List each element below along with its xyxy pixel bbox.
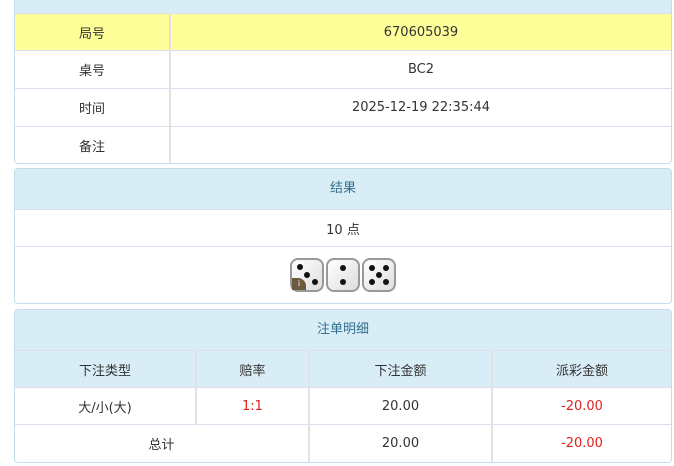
table-header: 下注类型 赔率 下注金额 派彩金额 [15,350,671,388]
bet-detail-panel: 注单明细 下注类型 赔率 下注金额 派彩金额 大/小(大) 1:1 20.00 … [14,309,672,463]
dice-row: i [15,246,671,303]
label: 局号 [15,13,170,51]
row-remark: 备注 [15,126,671,163]
dice-2-icon [326,257,360,292]
info-badge-icon[interactable]: i [292,277,306,290]
value [169,126,671,163]
label: 时间 [15,88,170,127]
pip [369,264,376,271]
pip [340,264,346,271]
row-time: 时间 2025-12-19 22:35:44 [15,88,671,127]
total-label: 总计 [15,424,309,462]
pip [382,278,389,285]
pip [382,264,389,271]
pip [304,271,310,278]
total-amount: 20.00 [308,424,492,462]
pip [376,271,382,278]
pip [340,278,346,285]
odds: 1:1 [195,387,309,425]
result-title: 结果 [15,169,671,209]
round-info-panel: 局号 670605039 桌号 BC2 时间 2025-12-19 22:35:44 … [14,0,672,164]
total-row: 总计 20.00 -20.00 [15,424,671,462]
col-odds: 赔率 [195,350,309,388]
row-round-id: 局号 670605039 [15,13,671,51]
value: 670605039 [169,13,671,51]
bet-type: 大/小(大) [15,387,196,425]
dice-3-icon: i [290,257,324,292]
result-points: 10 点 [15,209,671,247]
col-bet-type: 下注类型 [15,350,196,388]
dice-5-icon [362,257,396,292]
panel-header [15,0,671,13]
bet-amount: 20.00 [308,387,492,425]
col-payout: 派彩金额 [491,350,671,388]
col-bet-amount: 下注金额 [308,350,492,388]
total-payout: -20.00 [491,424,671,462]
pip [296,264,303,271]
table-row: 大/小(大) 1:1 20.00 -20.00 [15,387,671,425]
bet-detail-title: 注单明细 [15,310,671,350]
pip [311,279,318,286]
pip [369,278,376,285]
value: BC2 [169,50,671,89]
result-panel: 结果 10 点 i [14,168,672,304]
label: 桌号 [15,50,170,89]
label: 备注 [15,126,170,163]
payout: -20.00 [491,387,671,425]
row-table: 桌号 BC2 [15,50,671,89]
value: 2025-12-19 22:35:44 [169,88,671,127]
